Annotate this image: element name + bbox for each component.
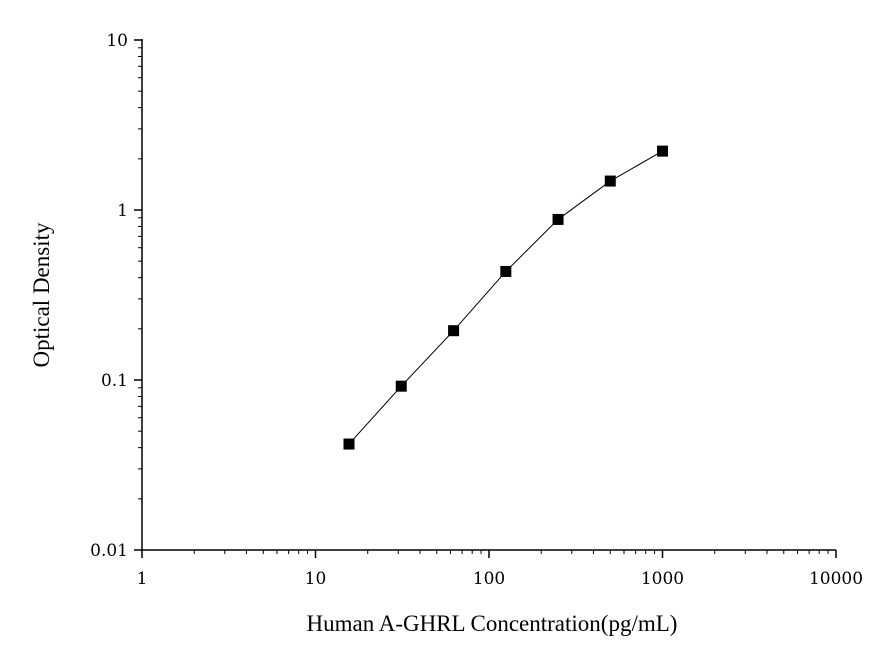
data-point (552, 213, 564, 225)
axes (134, 39, 837, 558)
data-point (343, 438, 355, 450)
data-point (448, 325, 460, 337)
y-tick-label: 0.1 (101, 371, 128, 391)
y-tick-labels: 0.01 0.1 1 10 (90, 31, 128, 561)
series-line (348, 150, 663, 445)
x-tick-label: 10 (305, 569, 327, 589)
x-tick-label: 100 (473, 569, 505, 589)
x-tick-label: 1000 (641, 569, 684, 589)
x-axis-title: Human A-GHRL Concentration(pg/mL) (307, 611, 678, 636)
data-point (395, 380, 407, 392)
x-tick-label: 1 (137, 569, 148, 589)
y-tick-label: 10 (106, 31, 128, 51)
x-tick-labels: 1 10 100 1000 10000 (137, 569, 863, 589)
y-tick-label: 0.01 (90, 541, 128, 561)
y-axis-title: Optical Density (29, 222, 54, 367)
series-group (343, 145, 668, 450)
data-point (604, 175, 616, 187)
x-tick-label: 10000 (809, 569, 863, 589)
y-tick-label: 1 (117, 201, 128, 221)
data-point (657, 145, 668, 157)
data-point (500, 265, 512, 277)
